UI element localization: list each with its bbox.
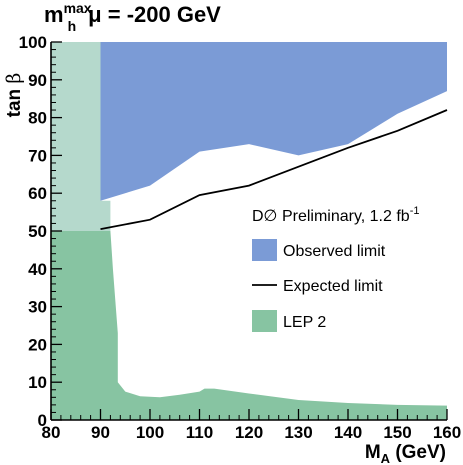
legend-header-superscript: -1 bbox=[410, 205, 420, 217]
y-tick-label: 20 bbox=[28, 335, 47, 354]
y-tick-label: 50 bbox=[28, 222, 47, 241]
y-tick-label: 100 bbox=[19, 33, 47, 52]
expected-limit-line bbox=[100, 109, 448, 230]
legend-label-expected-limit: Expected limit bbox=[283, 278, 383, 295]
legend-swatch-lep-2 bbox=[252, 310, 277, 332]
x-tick-label: 120 bbox=[235, 423, 263, 442]
legend-header: D∅ Preliminary, 1.2 fb-1 bbox=[252, 205, 419, 225]
lep-2-area bbox=[51, 231, 447, 420]
legend-label-observed-limit: Observed limit bbox=[283, 243, 386, 260]
y-tick-label: 10 bbox=[28, 373, 47, 392]
legend-label-lep-2: LEP 2 bbox=[283, 314, 326, 331]
x-tick-label: 110 bbox=[186, 423, 213, 442]
title-main: m bbox=[44, 2, 64, 27]
y-tick-label: 60 bbox=[28, 184, 47, 203]
title-rest: μ = -200 GeV bbox=[88, 2, 221, 27]
x-tick-label: 160 bbox=[433, 423, 461, 442]
legend-swatch-observed-limit bbox=[252, 239, 277, 261]
title-subscript: h bbox=[68, 18, 77, 34]
x-axis-title-main: M bbox=[365, 442, 381, 463]
chart-title: mmax h μ = -200 GeV bbox=[44, 0, 221, 34]
x-tick-label: 130 bbox=[284, 423, 312, 442]
y-tick-label: 70 bbox=[28, 146, 47, 165]
x-axis-title-rest: (GeV) bbox=[390, 442, 446, 463]
title-superscript: max bbox=[64, 0, 92, 16]
x-axis-title: MA (GeV) bbox=[365, 442, 446, 465]
observed-limit-area bbox=[100, 42, 447, 201]
tick-labels: 80 90 100 110 120 130 140 150 160 0 10 20 30 40 50 60 70… bbox=[19, 33, 462, 442]
x-tick-label: 100 bbox=[136, 423, 164, 442]
legend: D∅ Preliminary, 1.2 fb-1 Observed limit E… bbox=[252, 205, 419, 332]
excluded-regions bbox=[51, 42, 447, 420]
limit-lines bbox=[100, 109, 448, 230]
y-tick-label: 90 bbox=[28, 71, 47, 90]
tick-marks bbox=[50, 41, 448, 421]
x-tick-label: 150 bbox=[383, 423, 411, 442]
y-axis-title-main: tan bbox=[4, 84, 25, 118]
x-tick-label: 90 bbox=[91, 423, 110, 442]
y-axis-title: tan β bbox=[3, 73, 25, 118]
y-tick-label: 40 bbox=[28, 260, 47, 279]
legend-header-text: D∅ Preliminary, 1.2 fb bbox=[252, 208, 410, 225]
x-tick-label: 140 bbox=[334, 423, 362, 442]
y-tick-label: 30 bbox=[28, 298, 47, 317]
lep-region-light-area bbox=[51, 42, 111, 231]
x-axis-title-subscript: A bbox=[381, 451, 391, 465]
y-tick-label: 0 bbox=[38, 411, 47, 430]
y-tick-label: 80 bbox=[28, 109, 47, 128]
y-axis-title-greek: β bbox=[3, 73, 25, 84]
x-tick-label: 80 bbox=[42, 423, 61, 442]
